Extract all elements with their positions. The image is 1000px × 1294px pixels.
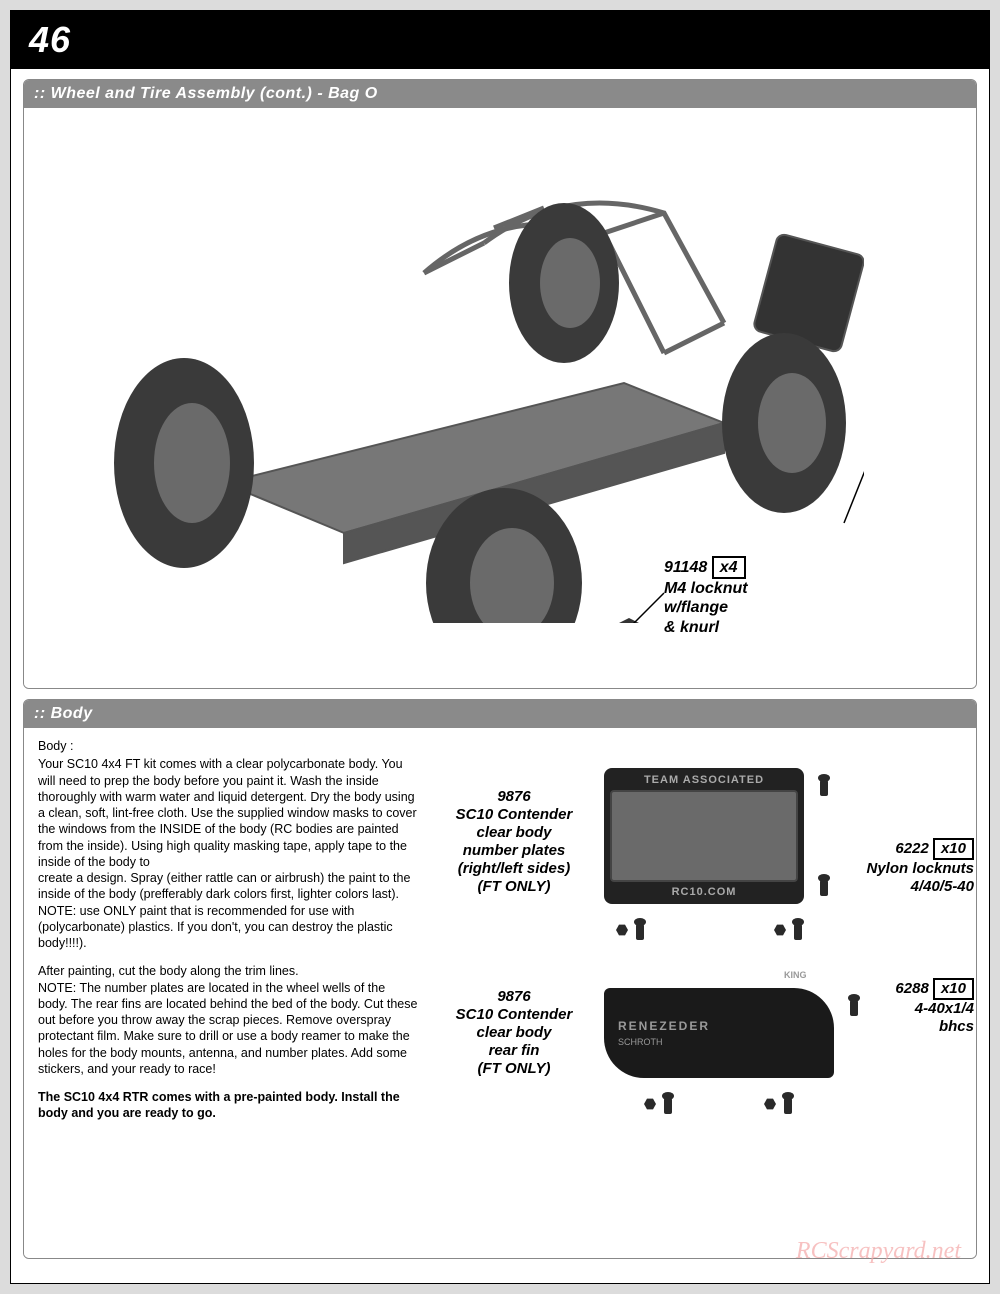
screw-icon xyxy=(820,878,828,896)
pn: 9876 xyxy=(497,788,530,805)
section-body: :: Body Body : Your SC10 4x4 FT kit come… xyxy=(23,699,977,1259)
callout-91148: 91148 x4 M4 locknut w/flange & knurl xyxy=(664,556,748,637)
screw-icon xyxy=(784,1096,792,1114)
para1: Your SC10 4x4 FT kit comes with a clear … xyxy=(38,757,417,869)
para1b: create a design. Spray (either rattle ca… xyxy=(38,871,410,901)
nut-icon xyxy=(616,924,628,936)
section-title: :: Body xyxy=(24,700,976,728)
nut-icon xyxy=(764,1098,776,1110)
plate-inner xyxy=(610,790,798,882)
part-qty: x4 xyxy=(712,556,746,579)
para2b: NOTE: The number plates are located in t… xyxy=(38,981,417,1076)
label-9876-fin: 9876 SC10 Contender clear body rear fin … xyxy=(444,988,584,1078)
section2-body: Body : Your SC10 4x4 FT kit comes with a… xyxy=(24,728,976,1258)
part-desc-1: M4 locknut xyxy=(664,580,748,597)
part-desc-2: w/flange xyxy=(664,599,728,616)
screw-icon xyxy=(636,922,644,940)
page-number: 46 xyxy=(29,19,71,61)
plate-top-text: TEAM ASSOCIATED xyxy=(644,774,764,786)
fin-sub-king: KING xyxy=(784,970,807,980)
page-header: 46 xyxy=(11,11,989,69)
pn: 9876 xyxy=(497,988,530,1005)
label-9876-plates: 9876 SC10 Contender clear body number pl… xyxy=(444,788,584,896)
chassis-diagram xyxy=(64,123,864,623)
para2: After painting, cut the body along the t… xyxy=(38,964,299,978)
qty: x10 xyxy=(933,978,974,1000)
screw-icon xyxy=(820,778,828,796)
nut-icon xyxy=(774,924,786,936)
part-desc-3: & knurl xyxy=(664,619,719,636)
label-6288: 6288 x10 4-40x1/4 bhcs xyxy=(854,978,974,1036)
fin-sub1: SCHROTH xyxy=(618,1037,663,1047)
qty: x10 xyxy=(933,838,974,860)
body-subtitle: Body : xyxy=(38,738,418,754)
body-instructions: Body : Your SC10 4x4 FT kit comes with a… xyxy=(38,738,418,1122)
plate-bottom-text: RC10.COM xyxy=(672,886,737,898)
rear-fin-graphic: RENEZEDER SCHROTH xyxy=(604,988,834,1078)
pn: 6288 xyxy=(895,980,928,997)
parts-area: 9876 SC10 Contender clear body number pl… xyxy=(444,738,962,1248)
screw-icon xyxy=(664,1096,672,1114)
part-number: 91148 xyxy=(664,559,707,576)
label-6222: 6222 x10 Nylon locknuts 4/40/5-40 xyxy=(844,838,974,896)
para3: The SC10 4x4 RTR comes with a pre-painte… xyxy=(38,1089,418,1122)
number-plate-graphic: TEAM ASSOCIATED RC10.COM xyxy=(604,768,804,904)
nut-icon xyxy=(644,1098,656,1110)
section-wheel-tire: :: Wheel and Tire Assembly (cont.) - Bag… xyxy=(23,79,977,689)
fin-brand: RENEZEDER xyxy=(618,1019,820,1033)
section1-body: 91148 x4 M4 locknut w/flange & knurl xyxy=(24,108,976,688)
section-title: :: Wheel and Tire Assembly (cont.) - Bag… xyxy=(24,80,976,108)
pn: 6222 xyxy=(895,840,928,857)
screw-icon xyxy=(794,922,802,940)
para1c: NOTE: use ONLY paint that is recommended… xyxy=(38,904,393,951)
